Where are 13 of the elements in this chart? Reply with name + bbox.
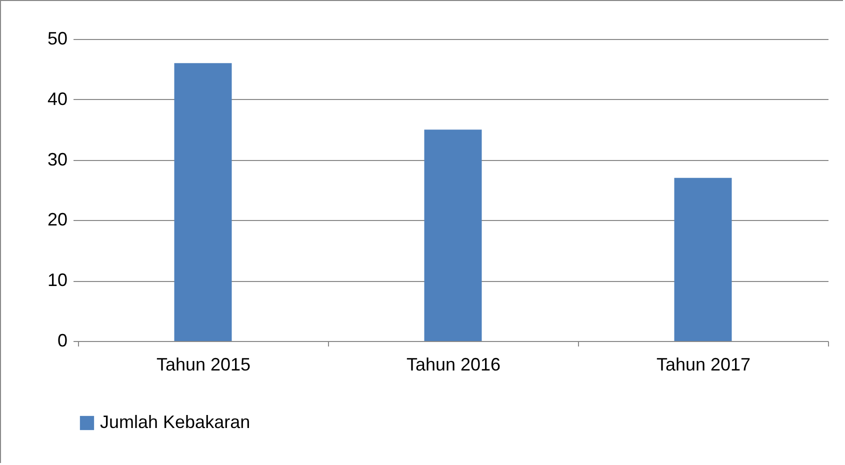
x-tick-label: Tahun 2016 <box>406 354 501 374</box>
legend-label: Jumlah Kebakaran <box>100 412 250 432</box>
x-tick-label: Tahun 2015 <box>156 354 251 374</box>
y-tick-label: 40 <box>47 88 68 109</box>
bar <box>424 130 482 341</box>
y-tick-label: 0 <box>57 330 68 350</box>
y-tick-label: 30 <box>47 149 68 170</box>
bar <box>174 63 232 341</box>
x-tick-label: Tahun 2017 <box>656 354 751 374</box>
y-tick-label: 50 <box>47 28 68 48</box>
y-tick-label: 10 <box>47 270 68 290</box>
y-tick-label: 20 <box>47 210 68 230</box>
bar <box>674 178 732 341</box>
